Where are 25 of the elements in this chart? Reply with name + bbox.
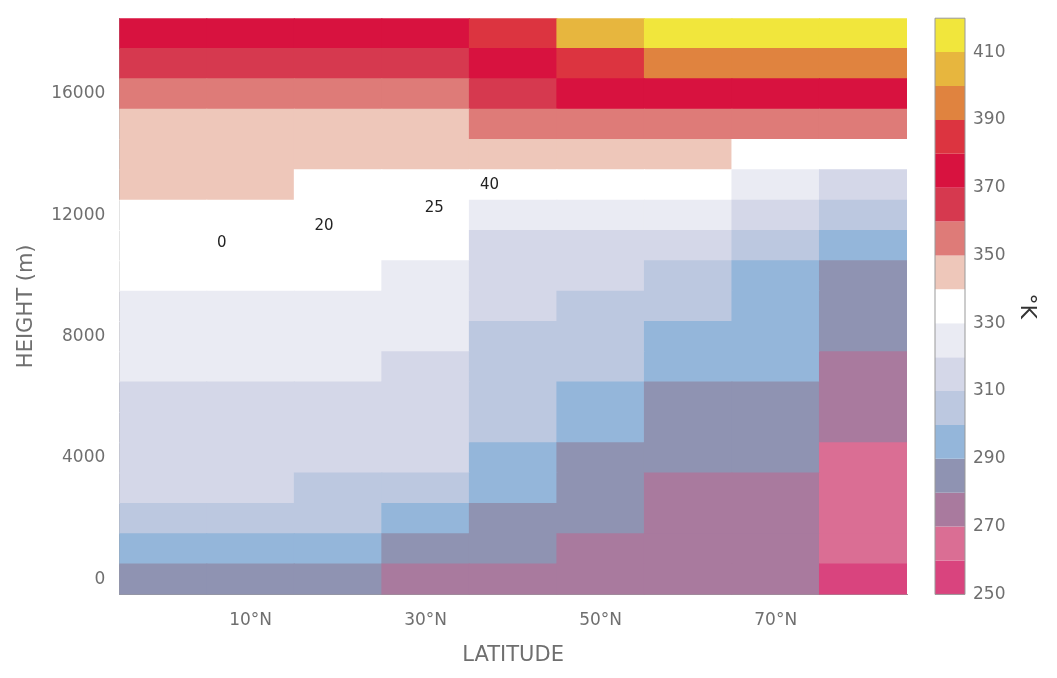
color-bar-label: 290 xyxy=(973,447,1006,468)
x-tick-label: 30°N xyxy=(404,609,448,630)
color-bar-label: 250 xyxy=(973,582,1006,603)
color-bar-label: 410 xyxy=(973,40,1006,61)
color-bar-label: 270 xyxy=(973,515,1006,536)
annotation: 0 xyxy=(216,232,227,251)
color-bar-label: 310 xyxy=(973,379,1006,400)
x-tick-label: 10°N xyxy=(229,609,272,630)
annotation: 20 xyxy=(314,215,334,234)
y-tick-label: 4000 xyxy=(62,446,106,467)
color-bar-label: 350 xyxy=(973,243,1006,264)
color-bar-label: 370 xyxy=(973,176,1006,197)
y-tick-label: 8000 xyxy=(62,325,106,346)
color-bar-label: 330 xyxy=(973,311,1006,332)
annotation: 25 xyxy=(424,198,444,217)
x-axis-title: LATITUDE xyxy=(462,641,564,666)
annotation: 40 xyxy=(479,175,500,194)
y-tick-label: 12000 xyxy=(51,203,106,224)
y-tick-label: 16000 xyxy=(51,82,106,103)
x-tick-label: 70°N xyxy=(754,609,798,630)
x-tick-label: 50°N xyxy=(579,609,623,630)
color-bar-title: °K xyxy=(1016,293,1042,320)
y-tick-label: 0 xyxy=(94,567,106,588)
color-bar-label: 390 xyxy=(973,108,1006,129)
y-axis-title: HEIGHT (m) xyxy=(13,244,38,369)
